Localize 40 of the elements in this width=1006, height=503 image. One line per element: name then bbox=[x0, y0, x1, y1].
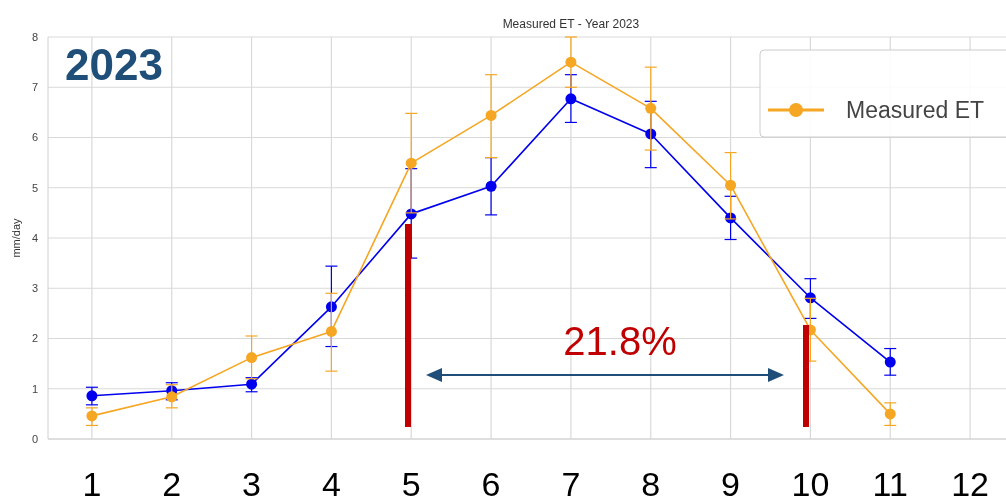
annotation: 21.8% bbox=[563, 319, 677, 363]
x-tick-label: 2 bbox=[162, 465, 182, 503]
point bbox=[645, 102, 657, 114]
y-tick-label: 5 bbox=[31, 181, 38, 194]
x-tick-label: 1 bbox=[82, 465, 102, 503]
chart-title: Measured ET - Year 2023 bbox=[502, 17, 640, 31]
x-tick-label: 11 bbox=[872, 465, 908, 503]
annotation: 2023 bbox=[65, 40, 163, 89]
point bbox=[565, 56, 577, 68]
point bbox=[565, 93, 577, 105]
y-tick-label: 0 bbox=[31, 432, 38, 445]
point bbox=[86, 410, 98, 422]
x-tick-label: 7 bbox=[561, 465, 581, 503]
y-tick-label: 1 bbox=[31, 382, 38, 395]
point bbox=[166, 391, 178, 403]
x-tick-label: 6 bbox=[481, 465, 501, 503]
x-tick-label: 8 bbox=[641, 465, 661, 503]
point bbox=[884, 356, 896, 368]
x-tick-label: 9 bbox=[721, 465, 741, 503]
x-tick-label: 5 bbox=[401, 465, 421, 503]
y-tick-label: 8 bbox=[31, 30, 38, 43]
x-tick-label: 3 bbox=[242, 465, 262, 503]
point bbox=[725, 179, 737, 191]
point bbox=[246, 352, 258, 364]
point bbox=[405, 157, 417, 169]
y-tick-label: 3 bbox=[31, 282, 38, 295]
point bbox=[86, 390, 98, 402]
point bbox=[485, 109, 497, 121]
y-tick-label: 6 bbox=[31, 131, 38, 144]
x-tick-label: 12 bbox=[951, 465, 989, 503]
x-tick-label: 4 bbox=[321, 465, 341, 503]
point bbox=[485, 180, 497, 192]
y-tick-label: 7 bbox=[31, 81, 38, 94]
point bbox=[325, 325, 337, 337]
y-axis-title: mm/day bbox=[10, 217, 22, 258]
legend-label: Measured ET bbox=[846, 97, 985, 124]
x-tick-label: 10 bbox=[791, 465, 830, 503]
y-tick-label: 2 bbox=[31, 332, 38, 345]
y-tick-label: 4 bbox=[31, 231, 38, 244]
point bbox=[884, 408, 896, 420]
